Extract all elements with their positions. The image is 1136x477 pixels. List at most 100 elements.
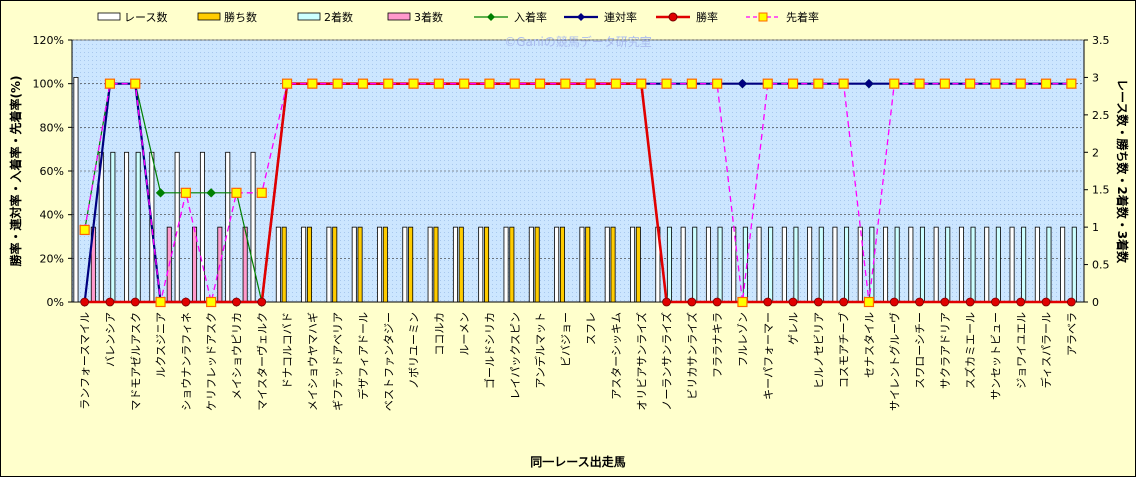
right-tick-label: 3	[1092, 71, 1099, 84]
watermark: ©Ganiの競馬データ研究室	[504, 34, 652, 49]
bar-2	[1046, 226, 1052, 303]
marker-3	[332, 78, 343, 89]
bar-2	[970, 226, 976, 303]
bar-0	[554, 226, 560, 303]
bar-0	[883, 226, 889, 303]
marker-3	[990, 78, 1001, 89]
bar-2	[110, 151, 116, 303]
left-tick-label: 80%	[40, 121, 64, 134]
bar-1	[332, 226, 338, 303]
marker-3	[206, 296, 217, 308]
category-label: アラベラ	[1065, 312, 1078, 356]
bar-1	[509, 226, 515, 303]
bar-2	[717, 226, 723, 303]
legend-label-2: 2着数	[324, 10, 353, 24]
bar-0	[908, 226, 914, 303]
bar-0	[351, 226, 357, 303]
bar-0	[326, 226, 332, 303]
category-label: バレンシア	[104, 312, 117, 367]
marker-2	[965, 297, 975, 307]
bar-2	[135, 151, 141, 303]
legend-label-5: 連対率	[604, 10, 637, 24]
marker-3	[104, 78, 116, 89]
marker-3	[307, 78, 318, 89]
marker-3	[1040, 78, 1052, 89]
bar-0	[933, 226, 939, 303]
category-label: ランフォースマイル	[79, 312, 92, 410]
bar-0	[452, 226, 458, 303]
marker-3	[560, 78, 571, 89]
bar-0	[756, 226, 762, 303]
marker-3	[610, 78, 622, 89]
bar-2	[793, 226, 799, 303]
legend-swatch-1	[197, 12, 221, 21]
bar-1	[458, 226, 464, 303]
bar-0	[1034, 226, 1040, 303]
marker-2	[712, 297, 722, 307]
marker-2	[1041, 297, 1051, 307]
bar-2	[1021, 226, 1027, 303]
legend-label-1: 勝ち数	[224, 10, 257, 24]
legend-label-6: 勝率	[696, 10, 718, 24]
marker-3	[661, 78, 672, 89]
bar-0	[225, 151, 231, 303]
bar-0	[528, 226, 534, 303]
marker-2	[889, 297, 899, 307]
line-2	[84, 82, 1072, 304]
legend-label-3: 3着数	[414, 10, 443, 24]
marker-2	[181, 297, 191, 307]
marker-3	[130, 78, 141, 89]
category-label: ゴールドシリカ	[482, 312, 496, 389]
bar-2	[768, 226, 774, 303]
bar-0	[630, 226, 636, 303]
bar-1	[306, 226, 312, 303]
left-tick-label: 20%	[40, 252, 64, 265]
category-label: サンセットビュー	[989, 312, 1002, 400]
bar-0	[705, 226, 711, 303]
category-label: ショウナンラフィネ	[180, 312, 193, 411]
category-label: キーパフォーマー	[762, 312, 775, 400]
bar-1	[585, 226, 591, 303]
category-label: サクラアドリア	[939, 312, 952, 389]
bar-2	[894, 226, 900, 303]
bar-0	[275, 226, 281, 303]
category-label: メイショウピリカ	[230, 312, 243, 400]
legend-marker-7	[758, 12, 768, 22]
category-label: オリビアサンライズ	[634, 312, 648, 411]
category-label: ルクスジニア	[155, 312, 168, 378]
marker-2	[991, 297, 1000, 307]
category-label: ヒルノセビリア	[812, 312, 825, 389]
bar-1	[357, 226, 363, 303]
bar-2	[919, 226, 925, 303]
category-label: スズカミエール	[963, 312, 977, 389]
marker-3	[914, 78, 925, 89]
category-label: コスモアチーブ	[837, 312, 851, 388]
marker-3	[889, 78, 900, 89]
marker-3	[534, 78, 546, 89]
bar-0	[781, 226, 787, 303]
legend-marker-4	[487, 13, 495, 21]
marker-3	[433, 78, 444, 89]
marker-3	[965, 78, 976, 89]
marker-2	[232, 297, 241, 307]
category-label: ベストファンタジー	[382, 312, 395, 411]
bar-1	[534, 226, 540, 303]
category-label: フララナキラ	[711, 312, 724, 378]
bar-1	[610, 226, 616, 303]
bar-0	[478, 226, 484, 303]
right-tick-label: 0.5	[1092, 259, 1110, 272]
marker-3	[383, 78, 394, 89]
legend-label-7: 先着率	[786, 10, 819, 24]
left-tick-label: 40%	[40, 209, 64, 222]
bar-2	[818, 226, 824, 303]
bar-0	[503, 226, 509, 303]
category-label: フルレゾン	[736, 312, 749, 367]
marker-2	[687, 297, 697, 307]
bar-2	[844, 226, 850, 303]
marker-2	[813, 297, 823, 307]
category-label: マイスターヴェルク	[255, 312, 269, 411]
category-label: ドナコルコバド	[281, 312, 294, 389]
category-label: ディスパラール	[1039, 312, 1053, 388]
marker-3	[585, 78, 596, 89]
bar-0	[807, 226, 813, 303]
